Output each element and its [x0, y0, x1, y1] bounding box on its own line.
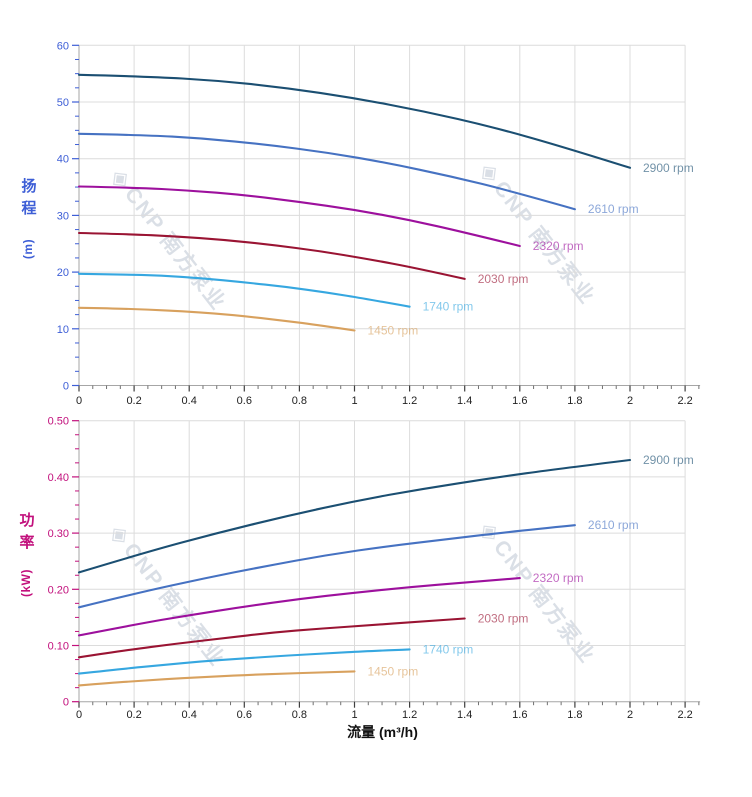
head-curve-label-2900-rpm: 2900 rpm: [643, 161, 694, 175]
head-x-ticks: 0 0.2 0.4 0.6 0.8 1 1.2 1.4 1.6 1.8 2 2.2: [76, 385, 700, 407]
head-curve-label-2030-rpm: 2030 rpm: [478, 272, 529, 286]
power-curve-label-1450-rpm: 1450 rpm: [368, 664, 419, 678]
y-tick-label: 50: [57, 97, 69, 109]
y-tick-label: 30: [57, 210, 69, 222]
x-tick-label: 2: [627, 395, 633, 407]
power-axis-title: 功率 (kW): [8, 512, 44, 597]
x-tick-label: 0.4: [182, 395, 197, 407]
head-curve-label-1450-rpm: 1450 rpm: [368, 324, 419, 338]
y-tick-label: 0.40: [48, 472, 69, 484]
head-curve-2030-rpm: [77, 231, 466, 280]
y-tick-label: 0.30: [48, 528, 69, 540]
y-tick-label: 0.20: [48, 584, 69, 596]
x-tick-label: 0.6: [237, 709, 252, 721]
head-axis-title: 扬程 (m): [10, 178, 46, 260]
x-tick-label: 1.4: [457, 395, 472, 407]
power-curve-2900-rpm: [77, 458, 632, 574]
head-curve-1450-rpm: [77, 306, 356, 332]
power-x-ticks: 0 0.2 0.4 0.6 0.8 1 1.2 1.4 1.6 1.8 2 2.2: [76, 701, 700, 721]
x-tick-label: 2.2: [677, 395, 692, 407]
x-tick-label: 2: [627, 709, 633, 721]
power-grid: [79, 420, 686, 702]
power-curve-2320-rpm: [77, 577, 521, 637]
head-axis-title-unit: (m): [20, 238, 35, 260]
flow-axis-title: 流量 (m³/h): [347, 724, 418, 740]
head-curve-2610-rpm: [77, 132, 576, 211]
power-panel: 0 0.2 0.4 0.6 0.8 1 1.2 1.4 1.6 1.8 2 2.200.100.200…: [48, 416, 701, 721]
x-tick-label: 1.6: [512, 709, 527, 721]
power-y-ticks: 0 0.10 0.20 0.30 0.40 0.50: [48, 416, 79, 709]
head-curve-label-1740-rpm: 1740 rpm: [423, 300, 474, 314]
power-curve-1740-rpm: [77, 648, 411, 675]
x-tick-label: 1.2: [402, 395, 417, 407]
x-tick-label: 0: [76, 395, 82, 407]
head-curve-label-2610-rpm: 2610 rpm: [588, 202, 639, 216]
power-curve-label-2900-rpm: 2900 rpm: [643, 453, 694, 467]
x-tick-label: 1: [351, 709, 357, 721]
x-tick-label: 1: [351, 395, 357, 407]
x-tick-label: 0.2: [126, 395, 141, 407]
y-tick-label: 20: [57, 267, 69, 279]
y-tick-label: 40: [57, 154, 69, 166]
y-tick-label: 0.50: [48, 416, 69, 428]
power-curve-2610-rpm: [77, 524, 576, 609]
x-tick-label: 1.8: [567, 395, 582, 407]
y-tick-label: 0.10: [48, 641, 69, 653]
power-curve-label-2320-rpm: 2320 rpm: [533, 571, 584, 585]
x-tick-label: 1.2: [402, 709, 417, 721]
head-curve-2320-rpm: [77, 185, 521, 248]
power-curve-label-1740-rpm: 1740 rpm: [423, 642, 474, 656]
y-tick-label: 0: [63, 381, 69, 393]
x-tick-label: 1.4: [457, 709, 472, 721]
x-tick-label: 1.6: [512, 395, 527, 407]
power-curve-label-2610-rpm: 2610 rpm: [588, 518, 639, 532]
head-curve-label-2320-rpm: 2320 rpm: [533, 239, 584, 253]
x-tick-label: 0.6: [237, 395, 252, 407]
power-curve-1450-rpm: [77, 670, 356, 687]
x-tick-label: 0: [76, 709, 82, 721]
y-tick-label: 60: [57, 40, 69, 52]
power-axis-title-unit: (kW): [19, 569, 33, 597]
x-tick-label: 1.8: [567, 709, 582, 721]
x-tick-label: 0.8: [292, 709, 307, 721]
x-tick-label: 0.8: [292, 395, 307, 407]
y-tick-label: 0: [63, 697, 69, 709]
power-axis-title-cjk: 功率: [17, 512, 35, 556]
head-axis-title-cjk: 扬程: [19, 178, 37, 222]
y-tick-label: 10: [57, 324, 69, 336]
power-curve-2030-rpm: [77, 617, 466, 659]
head-panel: 0 0.2 0.4 0.6 0.8 1 1.2 1.4 1.6 1.8 2 2.2 0 10 20 30 40 5…: [57, 40, 701, 407]
x-tick-label: 0.4: [182, 709, 197, 721]
head-curve-1740-rpm: [77, 272, 411, 308]
head-y-ticks: 0 10 20 30 40 50 60: [57, 40, 79, 393]
x-tick-label: 2.2: [677, 709, 692, 721]
head-curve-2900-rpm: [77, 73, 632, 169]
x-tick-label: 0.2: [126, 709, 141, 721]
power-curve-label-2030-rpm: 2030 rpm: [478, 612, 529, 626]
